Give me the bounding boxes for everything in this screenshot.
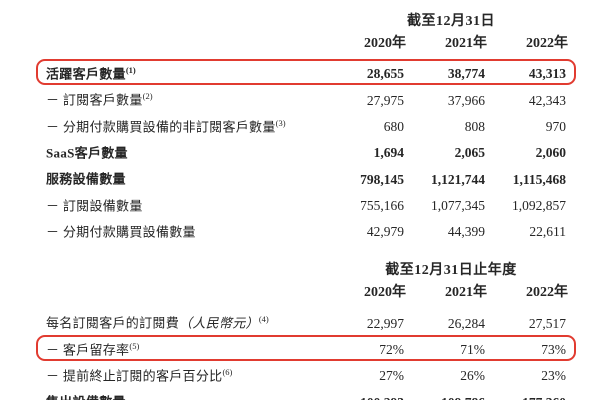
row-value: 27,517 [528, 315, 566, 331]
row-label-cell: 售出設備數量 [46, 390, 324, 400]
row-label-italic: （人民幣元） [179, 315, 259, 331]
year-column-header: 2021年 [445, 285, 487, 301]
row-value: 1,694 [373, 145, 404, 161]
row-value: 1,092,857 [512, 197, 566, 213]
table-row: 每名訂閱客戶的訂閱費（人民幣元）(4) 22,997 26,284 27,517 [36, 308, 576, 334]
row-value: 1,121,744 [431, 171, 485, 187]
row-value: 109,786 [406, 395, 487, 400]
row-value: 808 [464, 118, 485, 134]
row-label: － 客戶留存率 [46, 341, 130, 357]
year-column-header: 2020年 [364, 285, 406, 301]
row-value: 2,065 [454, 145, 485, 161]
row-label: 活躍客戶數量 [46, 66, 126, 82]
year-column-header: 2022年 [526, 36, 568, 51]
row-value: 42,979 [366, 224, 404, 240]
table-header: 截至12月31日止年度 2020年 2021年 2022年 [36, 261, 576, 303]
rows: 每名訂閱客戶的訂閱費（人民幣元）(4) 22,997 26,284 27,517… [36, 308, 576, 400]
rows: 活躍客戶數量(1) 28,655 38,774 43,313 － 訂閱客戶數量(… [36, 59, 576, 243]
row-label-cell: 活躍客戶數量(1) [46, 62, 324, 82]
row-label: SaaS客戶數量 [46, 145, 128, 161]
table-period-title: 截至12月31日止年度 [385, 263, 517, 279]
table-row: 售出設備數量 100,293 109,786 177,360 [36, 387, 576, 400]
row-label-cell: － 訂閱客戶數量(2) [46, 88, 324, 108]
table-row: － 訂閱設備數量 755,166 1,077,345 1,092,857 [36, 191, 576, 217]
year-column-header: 2020年 [364, 36, 406, 51]
row-value: 73% [541, 341, 566, 357]
row-value: 23% [541, 368, 566, 384]
row-superscript: (4) [258, 314, 269, 325]
row-value: 26,284 [447, 315, 485, 331]
row-label-cell: SaaS客戶數量 [46, 141, 324, 161]
row-value: 71% [460, 341, 485, 357]
row-label-cell: － 客戶留存率(5) [46, 338, 324, 358]
row-value: 177,360 [487, 395, 568, 400]
metrics-table-customers: 截至12月31日 2020年 2021年 2022年 活躍客戶數量(1) 28,… [36, 12, 576, 243]
row-label: － 分期付款購買設備數量 [46, 224, 196, 240]
table-header-title-row: 截至12月31日止年度 [36, 261, 576, 281]
row-label-cell: － 分期付款購買設備數量 [46, 220, 324, 240]
row-value: 798,145 [360, 171, 404, 187]
row-label-cell: － 訂閱設備數量 [46, 194, 324, 214]
row-value: 42,343 [528, 92, 566, 108]
metrics-table-subscription: 截至12月31日止年度 2020年 2021年 2022年 每名訂閱客戶的訂閱費… [36, 261, 576, 400]
table-header-years-row: 2020年 2021年 2022年 [36, 283, 576, 303]
row-value: 1,077,345 [431, 197, 485, 213]
row-value: 44,399 [447, 224, 485, 240]
row-superscript: (6) [222, 366, 233, 377]
row-value: 100,293 [324, 395, 406, 400]
table-header: 截至12月31日 2020年 2021年 2022年 [36, 12, 576, 54]
table-header-years-row: 2020年 2021年 2022年 [36, 34, 576, 54]
row-value: 27,975 [366, 92, 404, 108]
row-label-cell: － 分期付款購買設備的非訂閱客戶數量(3) [46, 115, 324, 135]
row-label: － 分期付款購買設備的非訂閱客戶數量 [46, 118, 276, 134]
table-row: － 提前終止訂閱的客戶百分比(6) 27% 26% 23% [36, 361, 576, 387]
row-value: 22,997 [366, 315, 404, 331]
row-value: 1,115,468 [512, 171, 566, 187]
table-row: － 分期付款購買設備的非訂閱客戶數量(3) 680 808 970 [36, 112, 576, 138]
row-label-cell: 每名訂閱客戶的訂閱費（人民幣元）(4) [46, 311, 324, 331]
row-value: 27% [379, 368, 404, 384]
row-value: 970 [545, 118, 566, 134]
row-value: 2,060 [535, 145, 566, 161]
table-period-title: 截至12月31日 [407, 14, 495, 29]
row-value: 38,774 [447, 66, 485, 82]
table-row: 活躍客戶數量(1) 28,655 38,774 43,313 [36, 59, 576, 86]
row-value: 755,166 [360, 197, 404, 213]
row-superscript: (1) [125, 65, 136, 75]
table-row: － 分期付款購買設備數量 42,979 44,399 22,611 [36, 217, 576, 243]
row-label: 售出設備數量 [46, 395, 126, 400]
table-row: － 訂閱客戶數量(2) 27,975 37,966 42,343 [36, 85, 576, 111]
row-value: 22,611 [529, 224, 566, 240]
row-value: 28,655 [366, 66, 404, 82]
row-label: － 訂閱客戶數量 [46, 92, 143, 108]
row-superscript: (2) [142, 91, 153, 102]
table-row: － 客戶留存率(5) 72% 71% 73% [36, 334, 576, 361]
row-superscript: (3) [275, 117, 286, 128]
year-column-header: 2022年 [526, 285, 568, 301]
row-label: 服務設備數量 [46, 171, 126, 187]
row-value: 26% [460, 368, 485, 384]
table-row: 服務設備數量 798,145 1,121,744 1,115,468 [36, 164, 576, 190]
row-value: 43,313 [528, 66, 566, 82]
row-label: 每名訂閱客戶的訂閱費 [46, 315, 180, 331]
row-value: 37,966 [447, 92, 485, 108]
row-superscript: (5) [129, 340, 140, 351]
year-column-header: 2021年 [445, 36, 487, 51]
row-value: 680 [383, 118, 404, 134]
table-row: SaaS客戶數量 1,694 2,065 2,060 [36, 138, 576, 164]
row-value: 72% [379, 341, 404, 357]
table-header-title-row: 截至12月31日 [36, 12, 576, 32]
row-label: － 訂閱設備數量 [46, 197, 143, 213]
row-label-cell: － 提前終止訂閱的客戶百分比(6) [46, 364, 324, 384]
row-label-cell: 服務設備數量 [46, 167, 324, 187]
row-label: － 提前終止訂閱的客戶百分比 [46, 368, 223, 384]
